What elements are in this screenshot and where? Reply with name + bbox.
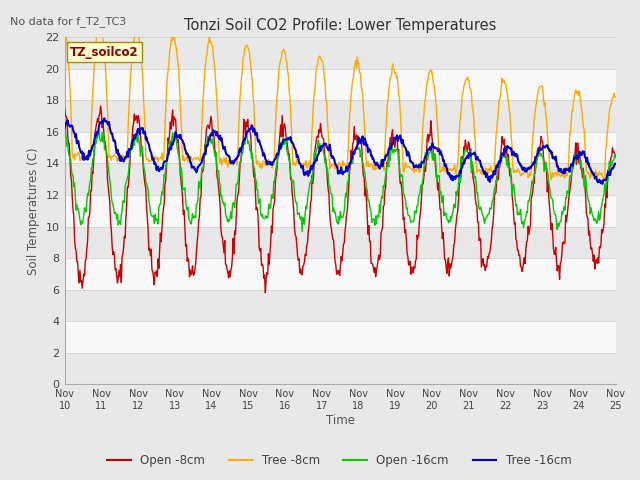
Bar [65,37,616,69]
Y-axis label: Soil Temperatures (C): Soil Temperatures (C) [27,147,40,275]
Bar [65,132,616,163]
Title: Tonzi Soil CO2 Profile: Lower Temperatures: Tonzi Soil CO2 Profile: Lower Temperatur… [184,18,496,33]
Bar [65,163,616,195]
Bar [65,289,616,321]
Bar [65,258,616,289]
Legend: Open -8cm, Tree -8cm, Open -16cm, Tree -16cm: Open -8cm, Tree -8cm, Open -16cm, Tree -… [102,449,576,472]
Bar [65,321,616,353]
X-axis label: Time: Time [326,414,355,427]
Bar [65,100,616,132]
Text: No data for f_T2_TC3: No data for f_T2_TC3 [10,16,125,27]
Bar [65,195,616,227]
Text: TZ_soilco2: TZ_soilco2 [70,46,139,59]
Bar [65,69,616,100]
Bar [65,227,616,258]
Bar [65,353,616,384]
